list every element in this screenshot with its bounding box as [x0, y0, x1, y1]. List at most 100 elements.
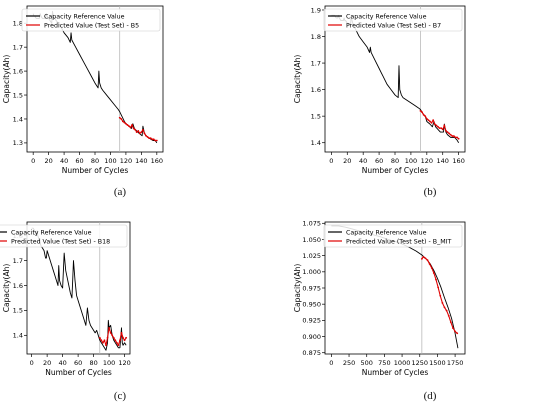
x-tick-label: 120: [120, 157, 132, 165]
x-tick-label: 40: [60, 157, 68, 165]
x-tick-label: 1750: [447, 359, 464, 367]
caption-b: (b): [423, 186, 437, 198]
predicted-point: [120, 331, 123, 334]
y-tick-label: 0.925: [302, 317, 321, 325]
predicted-point: [109, 331, 112, 334]
legend: Capacity Reference Value Predicted Value …: [323, 224, 463, 248]
predicted-series-line: [421, 256, 458, 334]
predicted-point: [111, 334, 114, 337]
predicted-point: [125, 122, 127, 125]
y-tick-label: 1.7: [13, 43, 23, 51]
y-tick-label: 1.4: [311, 139, 321, 147]
legend-label: Capacity Reference Value: [11, 229, 92, 236]
x-tick-label: 20: [43, 359, 51, 367]
y-tick-label: 1.7: [13, 257, 23, 265]
predicted-point: [420, 257, 423, 260]
predicted-point: [449, 321, 452, 324]
legend-label: Capacity Reference Value: [44, 13, 125, 20]
x-tick-label: 0: [31, 157, 35, 165]
chart-panel-2: 0 20 40 60 80 100 120 140 160 1.4 1.5 1.6 1.7 1.8 1.9 N…: [293, 5, 466, 175]
reference-series-line: [331, 14, 460, 143]
y-tick-label: 1.025: [302, 252, 321, 260]
predicted-series-line: [119, 117, 157, 142]
legend-box: [323, 8, 463, 32]
predicted-point: [441, 128, 444, 131]
predicted-point: [447, 314, 450, 317]
predicted-point: [138, 132, 141, 135]
predicted-point: [128, 125, 130, 128]
predicted-point: [155, 139, 158, 142]
x-tick-label: 160: [151, 157, 163, 165]
predicted-point: [114, 339, 117, 342]
x-tick-label: 120: [118, 359, 130, 367]
x-tick-label: 0: [329, 157, 333, 165]
predicted-point: [449, 133, 452, 136]
y-tick-label: 1.5: [13, 307, 23, 315]
x-tick-label: 80: [391, 157, 399, 165]
x-tick-label: 0: [30, 359, 34, 367]
legend: Capacity Reference Value Predicted Value …: [0, 224, 128, 248]
predicted-point: [134, 128, 137, 131]
predicted-point: [98, 336, 101, 339]
x-tick-label: 140: [437, 157, 449, 165]
predicted-point: [446, 131, 449, 133]
x-tick-label: 100: [104, 157, 116, 165]
x-axis-label: Number of Cycles: [362, 368, 429, 377]
y-tick-label: 1.000: [302, 268, 321, 276]
legend-label: Predicted Value (Test Set) - B18: [11, 238, 110, 245]
predicted-point: [129, 126, 132, 129]
legend: Capacity Reference Value Predicted Value …: [323, 8, 463, 32]
x-tick-label: 20: [343, 157, 351, 165]
predicted-point: [451, 135, 454, 137]
predicted-point: [432, 119, 435, 122]
predicted-point: [430, 121, 433, 124]
predicted-point: [429, 120, 431, 123]
x-axis-label: Number of Cycles: [62, 166, 129, 175]
legend-label: Predicted Value (Test Set) - B5: [44, 22, 139, 29]
predicted-point: [119, 339, 121, 342]
y-tick-label: 1.9: [311, 6, 321, 14]
x-tick-label: 0: [329, 359, 333, 367]
caption-d: (d): [423, 390, 437, 402]
x-tick-label: 80: [91, 157, 99, 165]
predicted-point: [437, 286, 440, 289]
predicted-point: [448, 132, 450, 135]
predicted-point: [118, 116, 121, 119]
x-tick-label: 140: [135, 157, 147, 165]
y-tick-label: 0.950: [302, 300, 321, 308]
legend-label: Capacity Reference Value: [346, 13, 427, 20]
predicted-point: [103, 339, 106, 342]
x-tick-label: 1250: [411, 359, 428, 367]
predicted-point: [105, 344, 107, 347]
y-tick-label: 0.900: [302, 333, 321, 341]
predicted-point: [120, 118, 123, 120]
predicted-point: [121, 120, 124, 123]
predicted-point: [428, 263, 431, 265]
y-tick-label: 1.7: [311, 59, 321, 67]
predicted-point: [108, 326, 110, 329]
x-tick-label: 40: [58, 359, 66, 367]
predicted-point: [426, 259, 429, 262]
y-tick-label: 1.6: [311, 86, 321, 94]
x-tick-label: 500: [361, 359, 373, 367]
y-tick-label: 0.875: [302, 349, 321, 357]
predicted-point: [146, 136, 149, 138]
predicted-point: [143, 132, 146, 135]
legend-label: Predicted Value (Test Set) - B7: [346, 22, 441, 29]
predicted-point: [149, 137, 152, 140]
predicted-point: [101, 341, 104, 344]
legend: Capacity Reference Value Predicted Value …: [21, 8, 161, 32]
predicted-point: [419, 109, 422, 112]
predicted-point: [439, 294, 442, 297]
x-axis-label: Number of Cycles: [362, 166, 429, 175]
x-tick-label: 80: [89, 359, 97, 367]
x-tick-label: 60: [375, 157, 383, 165]
predicted-point: [425, 117, 428, 120]
predicted-point: [452, 327, 454, 330]
y-axis-label: Capacity(Ah): [2, 55, 11, 104]
y-tick-label: 1.5: [13, 91, 23, 99]
legend-box: [0, 224, 128, 248]
y-axis-label: Capacity(Ah): [293, 264, 302, 313]
predicted-point: [454, 330, 457, 333]
